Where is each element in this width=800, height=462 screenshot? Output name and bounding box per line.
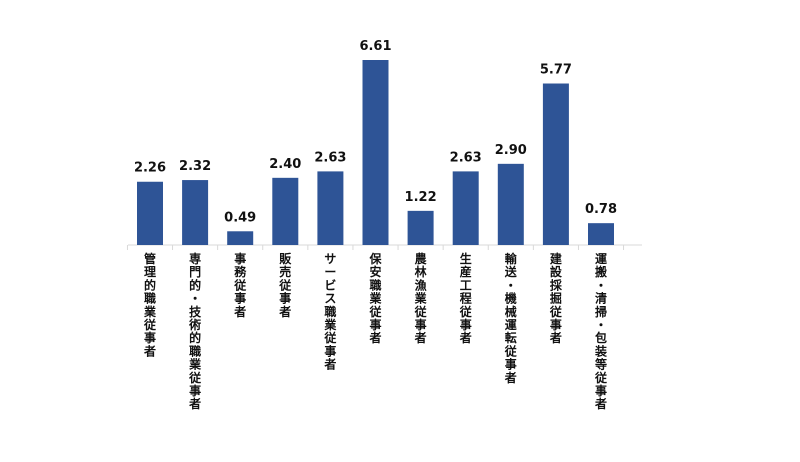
data-label: 1.22: [405, 190, 437, 205]
bar: [182, 180, 209, 245]
bar: [407, 210, 434, 245]
bars-group: [137, 60, 614, 246]
category-label: 生産工程従事者: [459, 251, 473, 345]
bar: [588, 223, 614, 245]
data-label: 2.40: [269, 157, 301, 172]
category-label: 運搬・清掃・包装等従事者: [594, 252, 608, 411]
category-label: サービス職業従事者: [323, 252, 337, 372]
value-labels-group: 2.26 2.32 0.49 2.40 2.63 6.61 1.22 2.63 2.90 5.77…: [134, 39, 617, 225]
data-label: 2.32: [179, 159, 211, 174]
data-label: 2.63: [450, 150, 482, 165]
bar: [272, 177, 299, 245]
data-label: 2.63: [314, 150, 346, 165]
data-label: 0.78: [585, 202, 617, 217]
category-label: 事務従事者: [233, 251, 247, 319]
category-label: 農林漁業従事者: [414, 251, 428, 345]
category-label: 保安職業従事者: [368, 251, 382, 345]
category-label: 管理的職業従事者: [143, 251, 157, 358]
bar: [317, 171, 344, 245]
ticks-group: [126, 245, 625, 250]
category-label: 建設採掘従事者: [549, 251, 563, 345]
category-label: 輸送・機械運転従事者: [504, 251, 518, 385]
data-label: 6.61: [359, 39, 391, 54]
data-label: 2.26: [134, 161, 166, 176]
bar: [227, 231, 254, 245]
bar: [362, 60, 389, 245]
category-label: 専門的・技術的職業従事者: [188, 251, 202, 411]
bar: [542, 83, 569, 246]
data-label: 0.49: [224, 210, 256, 225]
category-label: 販売従事者: [278, 251, 292, 319]
bar: [452, 171, 479, 245]
bar: [137, 181, 163, 245]
category-labels-group: 管理的職業従事者 専門的・技術的職業従事者 事務従事者 販売従事者 サービス職業従事者 保…: [143, 251, 608, 411]
data-label: 2.90: [495, 143, 527, 158]
data-label: 5.77: [540, 63, 572, 78]
bar: [497, 163, 524, 245]
